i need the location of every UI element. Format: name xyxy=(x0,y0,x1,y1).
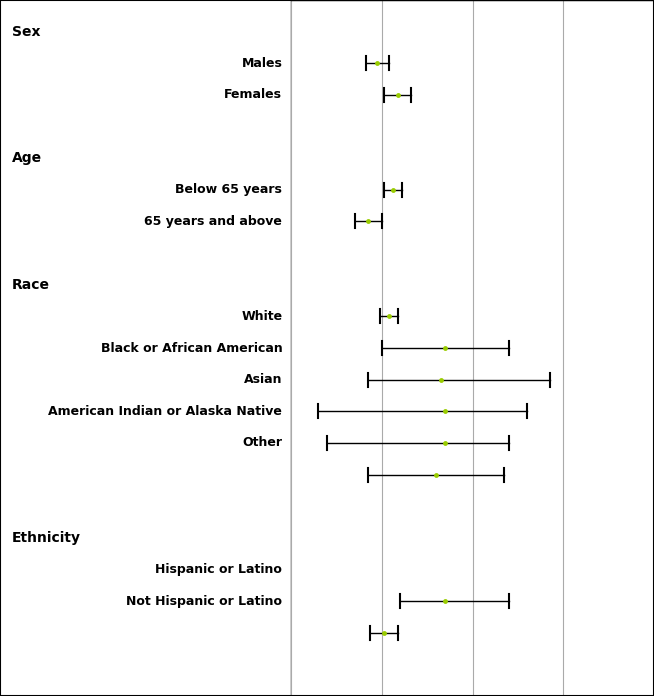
Text: Not Hispanic or Latino: Not Hispanic or Latino xyxy=(126,594,283,608)
Text: Asian: Asian xyxy=(244,373,283,386)
Text: Hispanic or Latino: Hispanic or Latino xyxy=(156,563,283,576)
Text: Other: Other xyxy=(242,436,283,450)
Text: Sex: Sex xyxy=(12,24,40,39)
Text: Females: Females xyxy=(224,88,283,102)
Text: White: White xyxy=(241,310,283,323)
Text: 65 years and above: 65 years and above xyxy=(145,215,283,228)
Text: Males: Males xyxy=(241,57,283,70)
Text: Race: Race xyxy=(12,278,50,292)
Text: American Indian or Alaska Native: American Indian or Alaska Native xyxy=(48,405,283,418)
Text: Below 65 years: Below 65 years xyxy=(175,183,283,196)
Text: Black or African American: Black or African American xyxy=(101,342,283,354)
Text: Ethnicity: Ethnicity xyxy=(12,531,80,545)
Text: Age: Age xyxy=(12,151,42,165)
